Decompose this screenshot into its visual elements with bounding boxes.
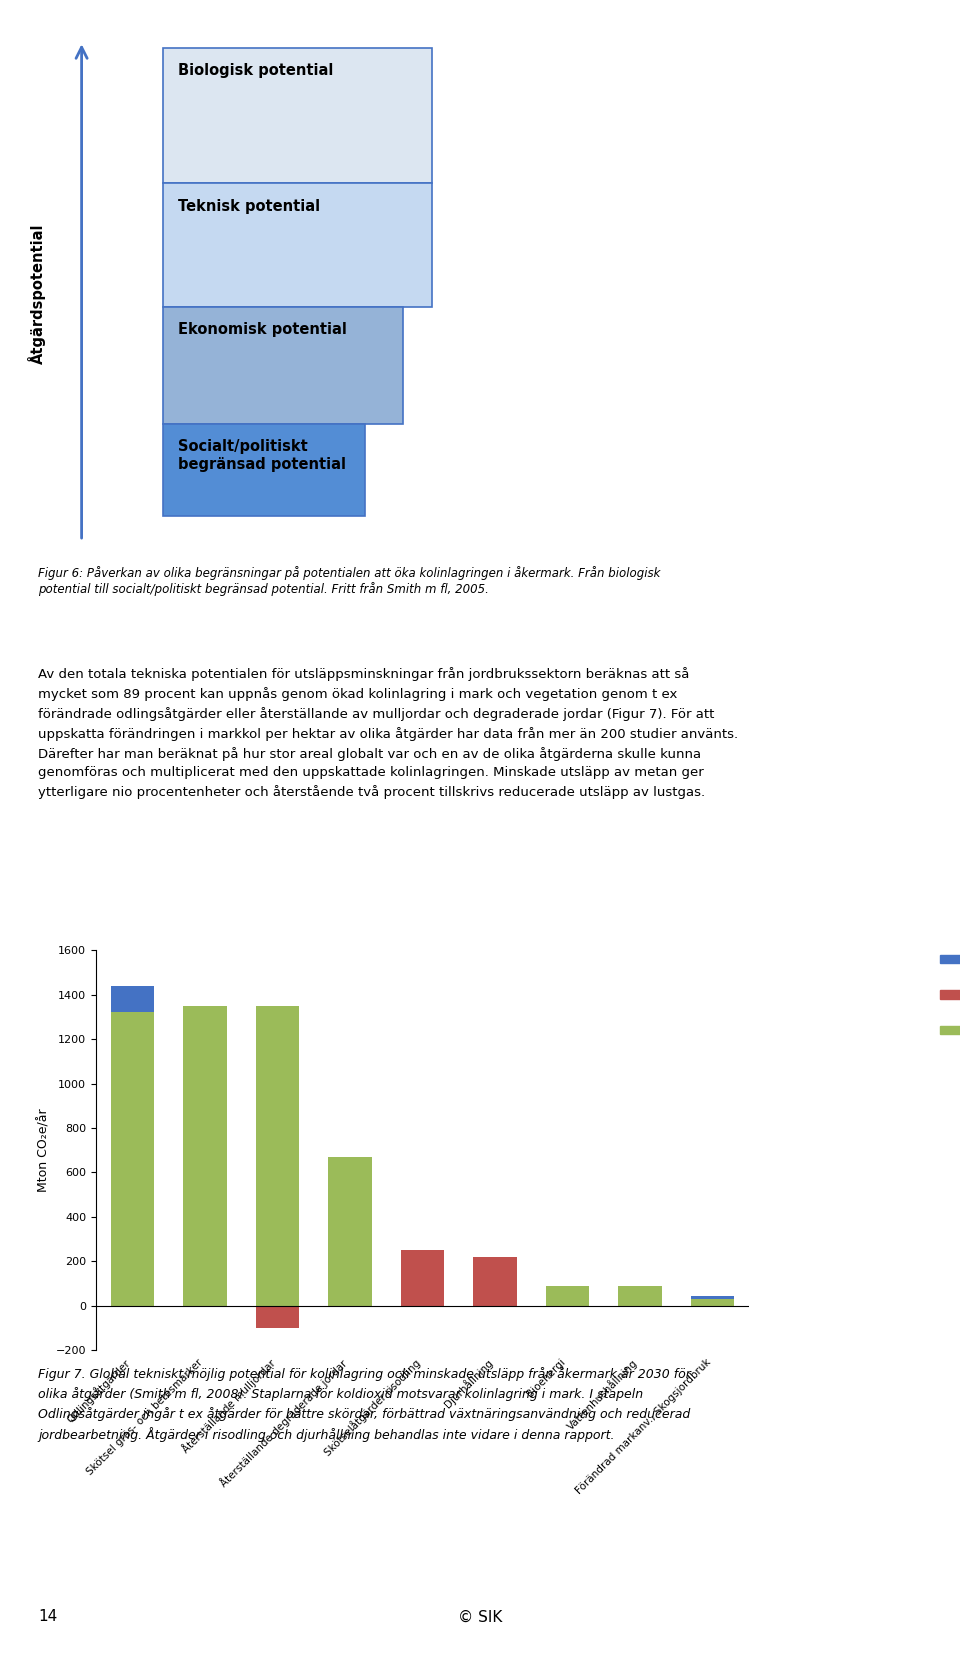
Text: Odlingsåtgärder: Odlingsåtgärder [64,1357,132,1425]
Bar [183,1005,227,1305]
FancyBboxPatch shape [163,47,432,183]
Bar [473,1257,516,1305]
FancyBboxPatch shape [163,307,403,423]
Bar [110,985,154,1012]
FancyBboxPatch shape [163,423,365,517]
Text: Figur 7. Global tekniskt möjlig potential för kolinlagring och minskade utsläpp : Figur 7. Global tekniskt möjlig potentia… [38,1367,691,1442]
Bar [110,1012,154,1305]
Bar [328,1157,372,1305]
Text: Teknisk potential: Teknisk potential [178,198,320,213]
Text: Figur 6: Påverkan av olika begränsningar på potentialen att öka kolinlagringen i: Figur 6: Påverkan av olika begränsningar… [38,567,660,597]
Bar [691,1299,734,1305]
Text: Biologisk potential: Biologisk potential [178,63,333,78]
Text: Av den totala tekniska potentialen för utsläppsminskningar från jordbrukssektorn: Av den totala tekniska potentialen för u… [38,667,738,798]
Text: Djurhållning: Djurhållning [442,1357,495,1410]
Text: Skötselåtgärder risodling: Skötselåtgärder risodling [322,1357,422,1459]
Text: Återställande degraderade jordar: Återställande degraderade jordar [218,1357,349,1489]
Text: Återställande mulljordar: Återställande mulljordar [180,1357,277,1455]
Text: Vattenhushållning: Vattenhushållning [564,1357,640,1432]
Bar [618,1285,661,1305]
Bar [255,1305,300,1329]
Y-axis label: Mton CO₂e/år: Mton CO₂e/år [37,1109,50,1192]
Text: Förändrad markanv., Skogsjordbruk: Förändrad markanv., Skogsjordbruk [573,1357,712,1495]
Bar [691,1297,734,1299]
Text: Skötsel gräs- och betesmarker: Skötsel gräs- och betesmarker [85,1357,204,1477]
Bar [255,1005,300,1305]
Text: Socialt/politiskt
begränsad potential: Socialt/politiskt begränsad potential [178,438,346,472]
Text: Bioenergi: Bioenergi [525,1357,567,1399]
FancyBboxPatch shape [163,183,432,307]
Text: 14: 14 [38,1610,58,1624]
Bar [400,1250,444,1305]
Text: © SIK: © SIK [458,1610,502,1624]
Legend: Lustgas, Metan, Koldioxid: Lustgas, Metan, Koldioxid [935,949,960,1042]
Text: Ekonomisk potential: Ekonomisk potential [178,322,347,337]
Bar [545,1285,589,1305]
Text: Åtgärdspotential: Åtgärdspotential [28,223,45,365]
